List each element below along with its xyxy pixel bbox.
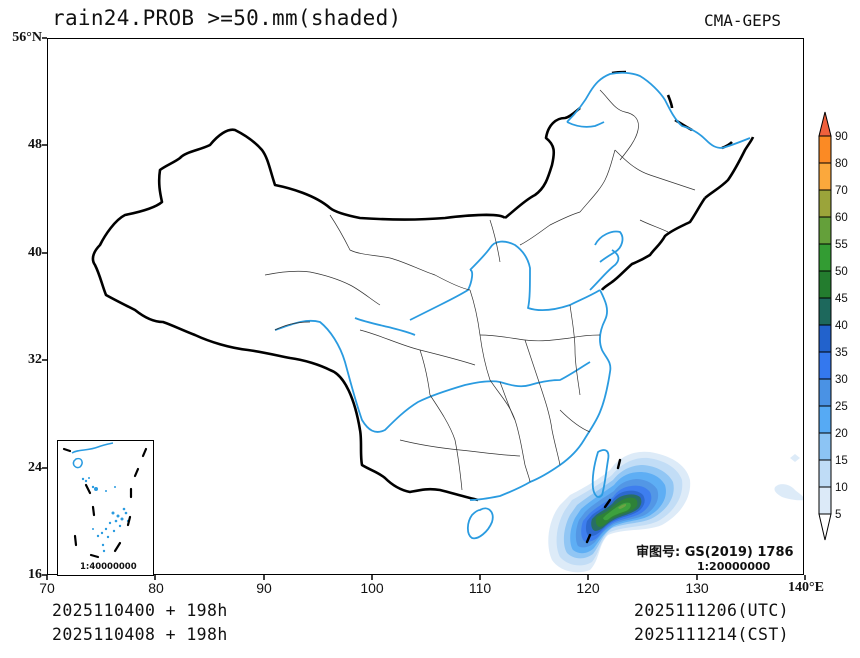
hainan-coast bbox=[466, 507, 494, 540]
x-tick-120: 120 bbox=[576, 580, 600, 596]
colorbar-label-5: 5 bbox=[835, 509, 842, 521]
amur-river bbox=[566, 71, 751, 149]
precip-shading bbox=[548, 451, 805, 573]
colorbar-label-35: 35 bbox=[835, 347, 848, 359]
y-tick-24: 24 bbox=[28, 460, 42, 475]
y-tick-48: 48 bbox=[28, 137, 42, 152]
x-tick-90: 90 bbox=[256, 580, 272, 596]
colorbar-label-45: 45 bbox=[835, 293, 848, 305]
bohai-coast bbox=[594, 230, 624, 263]
colorbar-label-20: 20 bbox=[835, 428, 848, 440]
x-tick-140: 140°E bbox=[788, 580, 824, 595]
colorbar-label-70: 70 bbox=[835, 185, 848, 197]
south-china-sea-inset bbox=[57, 440, 154, 576]
valid-time-cst: 2025111214(CST) bbox=[634, 625, 790, 644]
colorbar-bottom-arrow bbox=[818, 513, 832, 541]
colorbar-top-arrow bbox=[818, 111, 832, 137]
valid-time-utc: 2025111206(UTC) bbox=[634, 601, 790, 620]
colorbar-label-55: 55 bbox=[835, 239, 848, 251]
colorbar bbox=[818, 111, 832, 541]
east-coast bbox=[469, 249, 620, 501]
x-tick-70: 70 bbox=[39, 580, 55, 596]
colorbar-label-40: 40 bbox=[835, 320, 848, 332]
inset-map bbox=[62, 442, 148, 559]
init-time-utc: 2025110400 + 198h bbox=[52, 601, 228, 620]
china-border-ne bbox=[504, 70, 755, 220]
colorbar-label-60: 60 bbox=[835, 212, 848, 224]
model-source-label: CMA-GEPS bbox=[704, 11, 782, 30]
y-tick-56: 56°N bbox=[12, 30, 42, 45]
x-tick-100: 100 bbox=[360, 580, 384, 596]
x-tick-110: 110 bbox=[468, 580, 492, 596]
inset-scale-label: 1:40000000 bbox=[80, 562, 137, 572]
map-frame bbox=[47, 38, 804, 575]
x-tick-80: 80 bbox=[148, 580, 164, 596]
colorbar-label-90: 90 bbox=[835, 131, 848, 143]
amur-tributary bbox=[566, 121, 605, 128]
y-tick-16: 16 bbox=[28, 567, 42, 582]
map-approval-number: 审图号: GS(2019) 1786 bbox=[636, 545, 794, 560]
main-scale-label: 1:20000000 bbox=[697, 560, 771, 573]
china-border bbox=[91, 128, 506, 502]
yangtze-river bbox=[274, 319, 591, 433]
taiwan-coast bbox=[591, 449, 610, 498]
x-tick-130: 130 bbox=[685, 580, 709, 596]
y-tick-40: 40 bbox=[28, 245, 42, 260]
colorbar-label-30: 30 bbox=[835, 374, 848, 386]
colorbar-label-25: 25 bbox=[835, 401, 848, 413]
y-tick-32: 32 bbox=[28, 352, 42, 367]
colorbar-label-80: 80 bbox=[835, 158, 848, 170]
colorbar-label-10: 10 bbox=[835, 482, 848, 494]
colorbar-label-50: 50 bbox=[835, 266, 848, 278]
colorbar-label-15: 15 bbox=[835, 455, 848, 467]
init-time-cst: 2025110408 + 198h bbox=[52, 625, 228, 644]
map-title: rain24.PROB >=50.mm(shaded) bbox=[52, 6, 402, 30]
china-border-ne-inner bbox=[600, 197, 707, 291]
